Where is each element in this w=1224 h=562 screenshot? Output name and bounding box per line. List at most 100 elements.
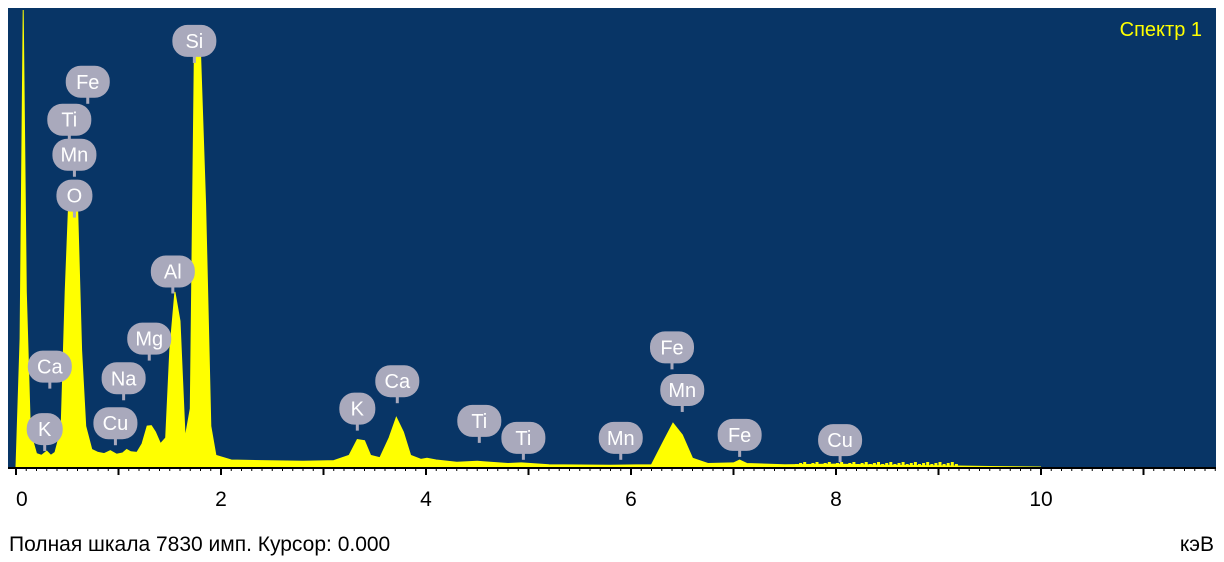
- element-label-text: Mn: [668, 380, 696, 402]
- spectrum-noise-point: [897, 463, 901, 467]
- x-tick-label: 2: [215, 488, 227, 511]
- spectrum-noise-point: [942, 464, 946, 467]
- spectrum-noise-point: [877, 462, 880, 467]
- spectrum-noise-point: [946, 463, 950, 467]
- element-label-fe: Fe: [650, 331, 694, 370]
- element-label-bubble: [650, 331, 694, 364]
- element-label-bubble: [818, 424, 863, 457]
- spectrum-noise-point: [868, 464, 872, 467]
- element-label-text: Mn: [61, 145, 89, 167]
- element-label-na: Na: [101, 362, 146, 401]
- spectrum-noise-point: [840, 462, 844, 467]
- element-label-text: Cu: [827, 430, 853, 452]
- element-label-k: K: [339, 392, 376, 431]
- element-label-mn: Mn: [598, 421, 643, 460]
- element-label-text: Ti: [515, 428, 531, 450]
- spectrum-noise-point: [950, 462, 954, 467]
- element-label-text: Fe: [76, 72, 99, 94]
- spectrum-noise-point: [885, 463, 889, 467]
- x-tick-label: 10: [1029, 488, 1052, 511]
- element-label-text: Ti: [471, 411, 487, 433]
- element-label-ca: Ca: [27, 350, 72, 389]
- element-label-text: Ca: [385, 371, 411, 393]
- spectrum-noise-point: [913, 462, 917, 467]
- spectrum-noise-point: [922, 463, 926, 467]
- x-tick-label: 6: [625, 488, 637, 511]
- spectrum-noise-point: [905, 464, 909, 467]
- spectrum-noise-point: [889, 462, 893, 467]
- element-label-text: Fe: [728, 425, 751, 447]
- element-label-fe: Fe: [65, 65, 110, 104]
- chart-title: Спектр 1: [1120, 19, 1202, 41]
- spectrum-noise-point: [918, 464, 921, 467]
- element-label-bubble: [93, 407, 138, 440]
- spectrum-noise-point: [881, 464, 885, 467]
- element-label-ti: Ti: [457, 404, 502, 443]
- element-label-bubble: [127, 322, 172, 355]
- element-label-mg: Mg: [127, 322, 172, 361]
- element-label-o: O: [56, 179, 93, 218]
- element-label-text: Fe: [660, 337, 683, 359]
- element-label-bubble: [339, 392, 376, 425]
- element-label-bubble: [375, 365, 420, 398]
- element-label-text: Ti: [61, 110, 77, 132]
- element-label-text: K: [351, 399, 365, 421]
- spectrum-noise-point: [860, 463, 864, 467]
- element-label-text: Na: [111, 368, 137, 390]
- element-label-text: K: [38, 419, 52, 441]
- element-label-si: Si: [172, 24, 217, 63]
- element-label-bubble: [52, 138, 97, 171]
- element-label-bubble: [660, 373, 705, 406]
- element-label-text: Al: [164, 261, 182, 283]
- spectrum-noise-point: [926, 462, 930, 467]
- element-label-text: O: [67, 186, 83, 208]
- spectrum-noise-point: [819, 464, 823, 467]
- spectrum-noise-point: [852, 462, 856, 467]
- element-label-mn: Mn: [660, 373, 705, 412]
- spectrum-noise-point: [815, 462, 819, 467]
- spectrum-noise-point: [844, 464, 848, 467]
- spectrum-noise-point: [823, 463, 827, 467]
- element-label-fe: Fe: [717, 418, 762, 457]
- spectrum-noise-point: [807, 464, 811, 467]
- element-label-bubble: [56, 179, 93, 212]
- spectrum-noise-point: [831, 464, 835, 467]
- spectrum-noise-point: [930, 464, 934, 467]
- element-label-bubble: [598, 421, 643, 454]
- element-label-ti: Ti: [501, 421, 546, 460]
- element-labels-layer: Si Fe Ti Mn O Al Mg Ca Na K Cu K Ca Ti Ti Mn Fe Mn Fe Cu: [26, 24, 863, 463]
- spectrum-noise-point: [893, 464, 897, 467]
- element-label-text: Cu: [103, 413, 129, 435]
- element-label-text: Si: [185, 31, 203, 53]
- element-label-bubble: [101, 362, 146, 395]
- element-label-ti: Ti: [47, 103, 92, 142]
- element-label-cu: Cu: [93, 407, 138, 446]
- full-scale-cursor-readout: Полная шкала 7830 имп. Курсор: 0.000: [9, 533, 390, 556]
- x-axis-unit-label: кэВ: [1180, 533, 1214, 556]
- x-axis-ticks: 0 2 4 6 8 10: [15, 468, 1216, 511]
- plot-background: [8, 8, 1216, 467]
- element-label-mn: Mn: [52, 138, 97, 177]
- spectrum-noise-point: [909, 463, 913, 467]
- spectrum-noise-point: [872, 463, 876, 467]
- spectrum-noise-point: [901, 462, 905, 467]
- element-label-al: Al: [150, 255, 195, 294]
- element-label-bubble: [172, 24, 217, 57]
- spectrum-noise-point: [934, 463, 938, 467]
- x-tick-label: 4: [420, 488, 432, 511]
- spectrum-noise-point: [795, 464, 798, 467]
- element-label-bubble: [717, 418, 762, 451]
- element-label-bubble: [27, 350, 72, 383]
- spectrum-noise-point: [864, 462, 868, 467]
- element-label-text: Mn: [607, 428, 635, 450]
- spectrum-noise-point: [954, 464, 958, 467]
- spectrum-noise-point: [803, 462, 807, 467]
- spectrum-noise-point: [836, 463, 839, 467]
- spectrum-noise-point: [799, 463, 803, 467]
- element-label-cu: Cu: [818, 424, 863, 463]
- element-label-bubble: [501, 421, 546, 454]
- element-label-bubble: [47, 103, 92, 136]
- x-tick-label: 0: [16, 488, 28, 511]
- spectrum-noise-point: [856, 464, 860, 467]
